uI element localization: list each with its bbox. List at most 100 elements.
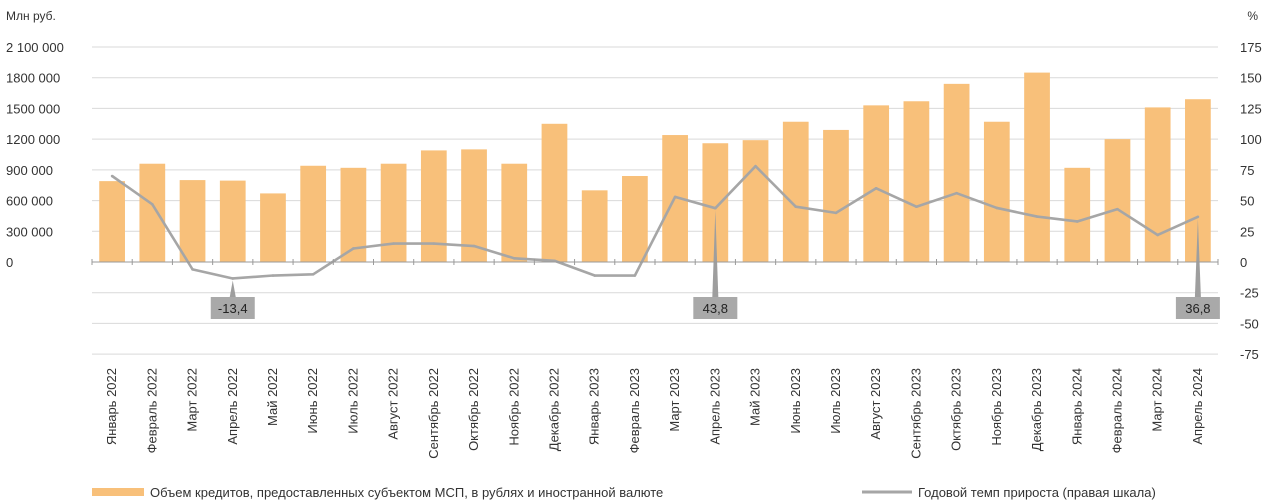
line-point <box>754 164 757 168</box>
line-point <box>1156 233 1159 237</box>
left-axis-unit: Млн руб. <box>6 9 56 23</box>
bar <box>1104 139 1131 262</box>
callout-pointer <box>229 280 236 297</box>
right-tick-label: -25 <box>1240 286 1259 301</box>
line-point <box>915 205 918 209</box>
category-label: Декабрь 2023 <box>1029 368 1044 451</box>
line-series <box>110 164 1200 280</box>
right-tick-label: 50 <box>1240 194 1254 209</box>
line-point <box>352 247 355 250</box>
category-label: Март 2024 <box>1150 368 1165 432</box>
category-label: Январь 2022 <box>104 368 119 445</box>
right-tick-label: 175 <box>1240 40 1262 55</box>
right-axis-unit: % <box>1247 9 1258 23</box>
line-point <box>512 257 516 260</box>
callout-label: -13,4 <box>218 301 248 316</box>
bar <box>179 180 206 262</box>
category-label: Апрель 2023 <box>707 368 722 445</box>
right-tick-label: 25 <box>1240 224 1254 239</box>
line-point <box>1196 215 1200 219</box>
bar <box>1024 72 1050 262</box>
category-label: Октябрь 2022 <box>466 368 481 451</box>
bar <box>863 105 890 262</box>
category-label: Май 2023 <box>748 368 763 426</box>
line-point <box>995 206 999 210</box>
line-point <box>271 274 275 277</box>
callout: -13,4 <box>210 280 255 319</box>
right-axis-ticks: -75 -50 -25 0 25 50 75 100 125 150 175 <box>1240 40 1262 362</box>
category-label: Март 2023 <box>667 368 682 432</box>
line-point <box>834 211 838 215</box>
line-point <box>553 259 556 263</box>
line-point <box>874 186 878 190</box>
bar <box>541 123 568 263</box>
legend: Объем кредитов, предоставленных субъекто… <box>92 485 1156 500</box>
left-tick-label: 0 <box>6 255 13 270</box>
category-label: Сентябрь 2022 <box>426 368 441 459</box>
left-tick-label: 1800 000 <box>6 71 60 86</box>
right-tick-label: 0 <box>1240 255 1247 270</box>
category-label: Ноябрь 2023 <box>989 368 1004 446</box>
left-tick-label: 900 000 <box>6 163 53 178</box>
callout-label: 43,8 <box>703 301 728 316</box>
left-tick-label: 2 100 000 <box>6 40 64 55</box>
bar <box>742 140 769 262</box>
line-point <box>432 242 436 245</box>
callout-box <box>1175 297 1220 319</box>
bar <box>983 121 1010 262</box>
x-axis <box>91 259 1219 265</box>
legend-line-label: Годовой темп прироста (правая шкала) <box>918 485 1156 500</box>
bar <box>622 176 648 262</box>
category-label: Март 2022 <box>185 368 200 432</box>
category-label: Февраль 2024 <box>1109 368 1124 453</box>
line-point <box>1116 207 1119 211</box>
callout: 43,8 <box>693 210 738 319</box>
line-point <box>714 206 717 210</box>
bar <box>823 129 849 262</box>
bar <box>99 181 125 262</box>
left-tick-label: 300 000 <box>6 224 53 239</box>
callout-pointer <box>712 210 719 297</box>
bar <box>380 163 407 262</box>
category-label: Ноябрь 2022 <box>506 368 521 446</box>
growth-line <box>111 164 1199 280</box>
category-label: Август 2022 <box>386 368 401 440</box>
category-label: Февраль 2023 <box>627 368 642 453</box>
line-point <box>110 174 114 178</box>
bar <box>1064 167 1091 262</box>
line-point <box>794 205 798 209</box>
bar-series <box>99 72 1211 263</box>
line-point <box>472 244 476 248</box>
bar <box>903 101 930 262</box>
category-label: Июль 2022 <box>345 368 360 434</box>
line-point <box>955 191 958 195</box>
line-point <box>311 272 315 276</box>
line-point <box>231 277 235 280</box>
category-label: Сентябрь 2023 <box>908 368 923 459</box>
category-label: Январь 2023 <box>587 368 602 445</box>
category-label: Август 2023 <box>868 368 883 440</box>
category-label: Январь 2024 <box>1069 368 1084 445</box>
line-point <box>673 195 677 199</box>
line-point <box>633 274 637 277</box>
bar <box>461 149 487 262</box>
left-tick-label: 1500 000 <box>6 101 60 116</box>
callouts: -13,4 43,8 36,8 <box>210 210 1220 319</box>
callout-pointer <box>1194 218 1201 297</box>
category-label: Апрель 2022 <box>225 368 240 445</box>
line-point <box>191 268 194 271</box>
category-label: Декабрь 2022 <box>546 368 561 451</box>
category-label: Май 2022 <box>265 368 280 426</box>
right-tick-label: 75 <box>1240 163 1254 178</box>
callout: 36,8 <box>1175 218 1220 319</box>
left-tick-label: 600 000 <box>6 194 53 209</box>
line-point <box>1035 215 1039 218</box>
left-tick-label: 1200 000 <box>6 132 60 147</box>
category-label: Июнь 2022 <box>305 368 320 434</box>
right-tick-label: -75 <box>1240 347 1259 362</box>
bar <box>260 193 286 262</box>
bar <box>581 190 608 262</box>
category-label: Июль 2023 <box>828 368 843 434</box>
